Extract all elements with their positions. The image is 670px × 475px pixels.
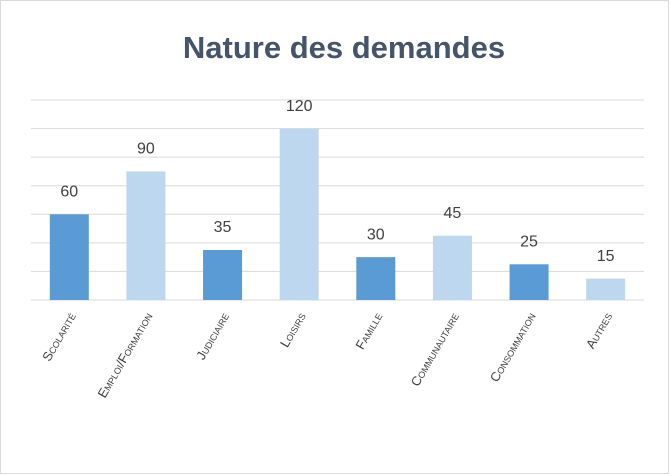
bar [126, 171, 166, 300]
bar [586, 278, 626, 300]
value-label: 25 [520, 234, 538, 251]
value-label: 35 [214, 219, 232, 236]
bar [509, 264, 549, 300]
chart-title: Nature des demandes [183, 30, 505, 65]
bar [432, 235, 472, 300]
bar [279, 128, 319, 300]
value-label: 90 [137, 141, 155, 158]
value-label: 60 [60, 184, 78, 201]
bar [49, 214, 89, 300]
value-label: 30 [367, 226, 385, 243]
value-label: 120 [286, 98, 313, 115]
bar [203, 250, 243, 300]
value-label: 45 [444, 205, 462, 222]
bar [356, 257, 396, 300]
value-label: 15 [597, 248, 615, 265]
